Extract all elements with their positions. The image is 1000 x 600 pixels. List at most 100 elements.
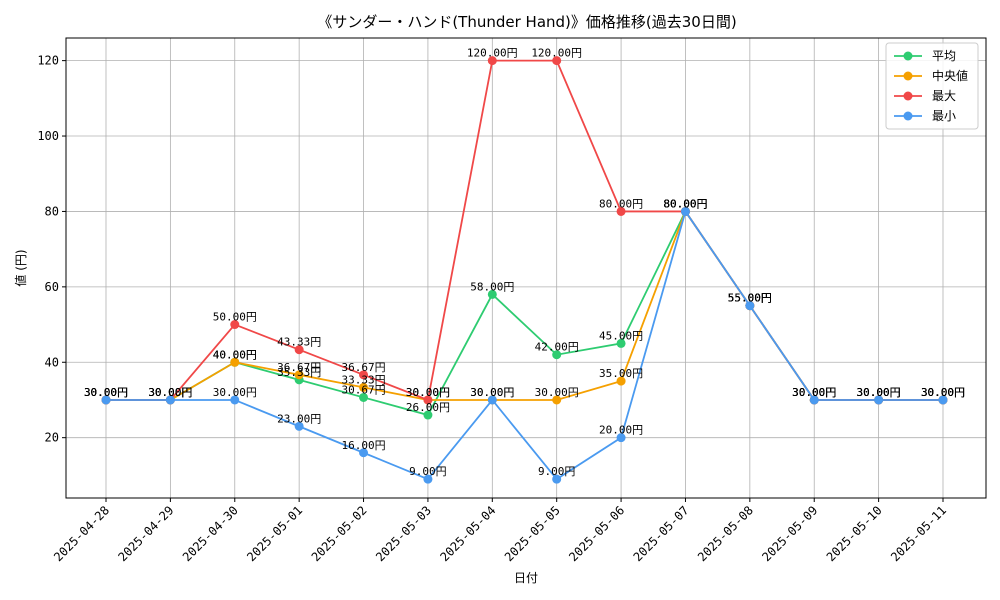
legend-marker — [903, 91, 913, 101]
data-point — [230, 395, 240, 405]
data-label: 55.00円 — [728, 292, 772, 305]
data-point — [230, 320, 240, 330]
data-label: 30.00円 — [84, 386, 128, 399]
data-label: 50.00円 — [213, 311, 257, 324]
data-label: 36.67円 — [277, 361, 321, 374]
data-label: 30.00円 — [148, 386, 192, 399]
legend-label: 中央値 — [932, 68, 968, 83]
data-label: 30.00円 — [792, 386, 836, 399]
data-label: 40.00円 — [213, 348, 257, 361]
legend-box — [885, 42, 979, 130]
data-point — [359, 448, 369, 458]
data-label: 33.33円 — [341, 373, 385, 386]
legend-marker — [903, 71, 913, 81]
data-point — [552, 395, 562, 405]
y-tick-label: 60 — [45, 280, 59, 294]
data-label: 30.00円 — [857, 386, 901, 399]
x-tick-label: 2025-05-07 — [631, 503, 692, 564]
data-label: 35.00円 — [599, 367, 643, 380]
data-label: 30.00円 — [792, 386, 836, 399]
x-tick-label: 2025-05-06 — [566, 503, 627, 564]
data-label: 40.00円 — [213, 348, 257, 361]
data-label: 35.33円 — [277, 366, 321, 379]
x-tick-label: 2025-05-02 — [309, 503, 370, 564]
x-tick-label: 2025-05-08 — [695, 503, 756, 564]
y-tick-label: 20 — [45, 431, 59, 445]
data-label: 30.00円 — [470, 386, 514, 399]
data-label: 30.00円 — [148, 386, 192, 399]
data-label: 23.00円 — [277, 412, 321, 425]
data-point — [423, 474, 433, 484]
data-label: 80.00円 — [599, 197, 643, 210]
data-point — [616, 433, 626, 443]
x-tick-label: 2025-05-11 — [888, 503, 949, 564]
data-label: 80.00円 — [663, 197, 707, 210]
data-label: 30.00円 — [792, 386, 836, 399]
data-label: 30.00円 — [148, 386, 192, 399]
data-label: 58.00円 — [470, 280, 514, 293]
y-tick-label: 120 — [37, 54, 59, 68]
data-label: 30.00円 — [84, 386, 128, 399]
data-point — [423, 395, 433, 405]
y-tick-label: 80 — [45, 204, 59, 218]
x-tick-label: 2025-05-04 — [437, 503, 498, 564]
data-point — [938, 395, 948, 405]
data-point — [616, 206, 626, 216]
data-point — [359, 392, 369, 402]
data-point — [809, 395, 819, 405]
data-point — [680, 206, 690, 216]
data-label: 30.00円 — [921, 386, 965, 399]
legend-label: 平均 — [932, 49, 956, 63]
data-label: 80.00円 — [663, 197, 707, 210]
data-label: 16.00円 — [341, 439, 385, 452]
data-label: 30.00円 — [857, 386, 901, 399]
legend-marker — [903, 51, 913, 61]
data-label: 30.00円 — [213, 386, 257, 399]
data-point — [294, 421, 304, 431]
x-tick-label: 2025-05-03 — [373, 503, 434, 564]
data-label: 30.00円 — [406, 386, 450, 399]
plot-area — [65, 37, 987, 499]
y-axis: 20 40 60 80 100 120 — [37, 54, 66, 445]
data-label: 30.00円 — [470, 386, 514, 399]
y-tick-label: 40 — [45, 355, 59, 369]
legend-label: 最小 — [932, 109, 956, 123]
data-label: 30.00円 — [84, 386, 128, 399]
y-tick-label: 100 — [37, 129, 59, 143]
data-point — [487, 395, 497, 405]
data-label: 30.00円 — [857, 386, 901, 399]
x-tick-label: 2025-04-28 — [51, 503, 112, 564]
data-label: 80.00円 — [663, 197, 707, 210]
x-tick-label: 2025-04-29 — [116, 503, 177, 564]
data-point — [423, 410, 433, 420]
x-axis: 2025-04-28 2025-04-29 2025-04-30 2025-05-01… — [51, 498, 949, 564]
data-point — [487, 289, 497, 299]
data-point — [230, 357, 240, 367]
series-line — [106, 209, 943, 401]
data-label: 120.00円 — [531, 47, 582, 60]
data-label: 45.00円 — [599, 329, 643, 342]
data-point — [294, 370, 304, 380]
data-point — [165, 395, 175, 405]
data-label: 30.67円 — [341, 383, 385, 396]
legend-label: 最大 — [932, 89, 956, 103]
x-tick-label: 2025-05-05 — [502, 503, 563, 564]
x-tick-label: 2025-04-30 — [180, 503, 241, 564]
y-axis-label: 値 (円) — [13, 249, 28, 286]
data-label: 30.00円 — [148, 386, 192, 399]
data-label: 20.00円 — [599, 424, 643, 437]
data-point — [487, 56, 497, 66]
data-label: 30.00円 — [792, 386, 836, 399]
data-point — [359, 370, 369, 380]
x-tick-label: 2025-05-09 — [759, 503, 820, 564]
data-point — [874, 395, 884, 405]
data-labels: 30.00円 30.00円 40.00円 35.33円 30.67円 26.00円 58.0… — [84, 47, 965, 479]
data-point — [745, 301, 755, 311]
data-label: 26.00円 — [406, 401, 450, 414]
data-label: 30.00円 — [921, 386, 965, 399]
data-label: 30.00円 — [921, 386, 965, 399]
data-point — [616, 338, 626, 348]
chart-title: 《サンダー・ハンド(Thunder Hand)》価格推移(過去30日間) — [317, 13, 736, 31]
